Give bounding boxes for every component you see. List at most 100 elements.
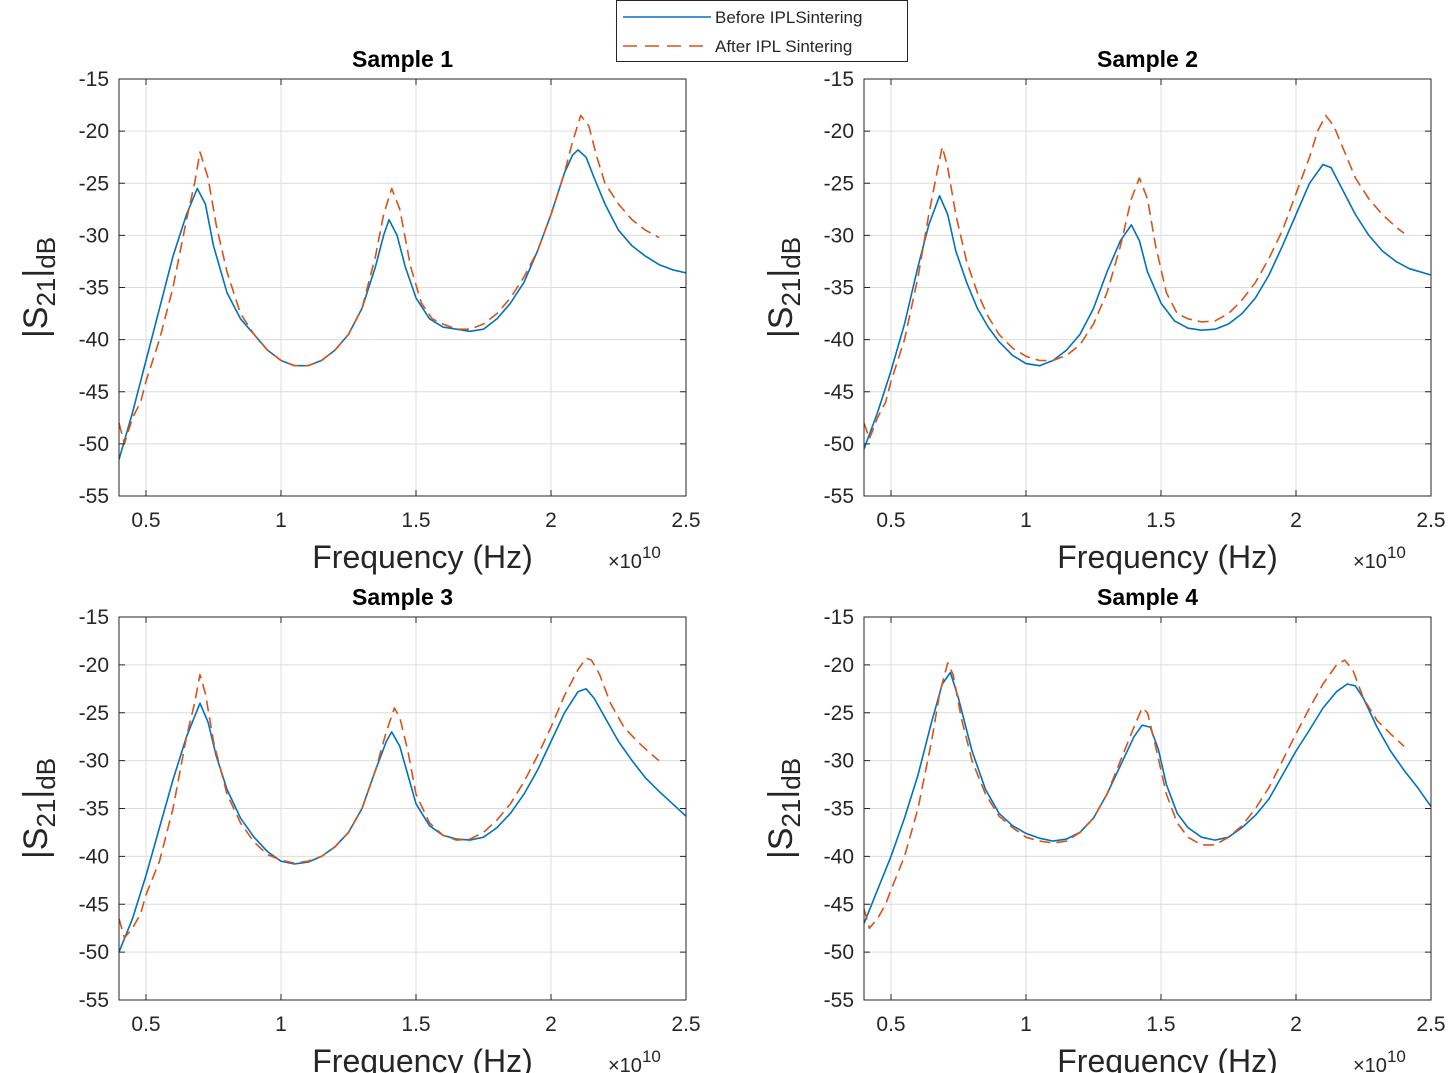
y-tick-label: -20 (824, 120, 854, 143)
y-tick-label: -30 (824, 750, 854, 773)
y-tick-label: -55 (79, 989, 109, 1012)
y-tick-label: -40 (824, 845, 854, 868)
y-tick-label: -35 (79, 798, 109, 821)
x-tick-label: 1 (1020, 509, 1032, 532)
x-tick-label: 1.5 (1146, 1013, 1175, 1036)
y-axis-label-main: |S (17, 828, 55, 860)
y-axis-label-main: |S (17, 307, 55, 339)
x-axis-label: Frequency (Hz) (1057, 539, 1278, 575)
x-tick-label: 2 (1290, 509, 1302, 532)
y-tick-label: -30 (79, 750, 109, 773)
y-tick-label: -40 (79, 329, 109, 352)
y-tick-label: -15 (824, 606, 854, 629)
y-tick-label: -55 (824, 989, 854, 1012)
y-tick-label: -55 (824, 485, 854, 508)
y-axis-label-unit: dB (31, 237, 61, 269)
x-exponent-label: ×1010 (1353, 543, 1406, 573)
x-tick-label: 2.5 (1416, 1013, 1445, 1036)
legend-line-after (623, 45, 711, 47)
y-tick-label: -50 (79, 433, 109, 456)
legend-entry-before: Before IPLSintering (617, 6, 907, 30)
y-tick-label: -45 (824, 893, 854, 916)
legend-label-before: Before IPLSintering (715, 8, 863, 27)
y-axis-label-bar: | (17, 269, 55, 278)
x-exponent-label: ×1010 (1353, 1047, 1406, 1073)
y-axis-label-bar: | (762, 269, 800, 278)
x-exponent-power: 10 (1387, 1047, 1406, 1066)
x-tick-label: 2.5 (671, 509, 700, 532)
x-exponent-power: 10 (642, 543, 661, 562)
x-tick-label: 2 (545, 1013, 557, 1036)
x-axis-label: Frequency (Hz) (312, 1043, 533, 1073)
y-axis-label: |S21|dB (762, 758, 806, 859)
x-tick-label: 0.5 (131, 509, 160, 532)
y-tick-label: -45 (79, 381, 109, 404)
series-line-before (863, 163, 1432, 450)
y-axis-label: |S21|dB (17, 237, 61, 338)
x-exponent-power: 10 (642, 1047, 661, 1066)
y-tick-label: -25 (79, 702, 109, 725)
series-line-after (863, 114, 1405, 440)
y-tick-label: -50 (824, 433, 854, 456)
x-tick-label: 1.5 (401, 1013, 430, 1036)
subplot-title: Sample 4 (1097, 584, 1198, 610)
y-axis-label-unit: dB (776, 237, 806, 269)
y-tick-label: -45 (79, 893, 109, 916)
y-tick-label: -20 (79, 120, 109, 143)
y-axis-label: |S21|dB (762, 237, 806, 338)
series-line-after (118, 657, 660, 939)
legend-entry-after: After IPL Sintering (617, 35, 907, 59)
x-tick-label: 2 (545, 509, 557, 532)
y-axis-label-bar: | (17, 790, 55, 799)
y-tick-label: -20 (824, 654, 854, 677)
y-tick-label: -35 (824, 798, 854, 821)
y-axis-label-sub: 21 (31, 278, 61, 307)
y-axis-label-unit: dB (31, 758, 61, 790)
y-tick-label: -15 (79, 606, 109, 629)
x-tick-label: 1 (275, 509, 287, 532)
y-tick-label: -20 (79, 654, 109, 677)
legend-line-before (623, 16, 711, 18)
x-axis-label: Frequency (Hz) (312, 539, 533, 575)
y-axis-label-sub: 21 (776, 799, 806, 828)
legend-label-after: After IPL Sintering (715, 37, 853, 56)
subplot-sample-2: 0.5 1 1.5 2 2.5 -15 -20 -25 -30 -35 -40 -45 -50 -55 Sa… (762, 46, 1446, 575)
y-tick-label: -30 (79, 224, 109, 247)
y-tick-label: -25 (824, 702, 854, 725)
y-tick-label: -35 (79, 277, 109, 300)
y-tick-label: -55 (79, 485, 109, 508)
subplot-sample-3: 0.5 1 1.5 2 2.5 -15 -20 -25 -30 -35 -40 -45 -50 -55 Sa… (17, 584, 701, 1073)
y-tick-label: -40 (79, 845, 109, 868)
y-axis-label-sub: 21 (776, 278, 806, 307)
y-tick-label: -50 (79, 941, 109, 964)
y-tick-label: -25 (824, 172, 854, 195)
x-exponent-label: ×1010 (608, 1047, 661, 1073)
subplot-title: Sample 1 (352, 46, 453, 72)
x-exponent-power: 10 (1387, 543, 1406, 562)
x-tick-label: 0.5 (876, 509, 905, 532)
y-tick-label: -45 (824, 381, 854, 404)
x-tick-label: 2.5 (671, 1013, 700, 1036)
y-tick-label: -50 (824, 941, 854, 964)
legend: Before IPLSintering After IPL Sintering (616, 0, 908, 62)
y-tick-label: -30 (824, 224, 854, 247)
subplot-sample-1: 0.5 1 1.5 2 2.5 -15 -20 -25 -30 -35 -40 -45 -50 -55 Sa… (17, 46, 701, 575)
y-tick-label: -15 (79, 68, 109, 91)
y-axis-label-main: |S (762, 307, 800, 339)
x-tick-label: 1.5 (401, 509, 430, 532)
x-tick-label: 1.5 (1146, 509, 1175, 532)
x-exponent-label: ×1010 (608, 543, 661, 573)
x-tick-label: 0.5 (131, 1013, 160, 1036)
x-tick-label: 1 (275, 1013, 287, 1036)
y-axis-label-main: |S (762, 828, 800, 860)
series-line-after (118, 114, 660, 445)
y-axis-label-bar: | (762, 790, 800, 799)
x-axis-label: Frequency (Hz) (1057, 1043, 1278, 1073)
subplot-title: Sample 3 (352, 584, 453, 610)
y-tick-label: -35 (824, 277, 854, 300)
y-tick-label: -25 (79, 172, 109, 195)
y-axis-label: |S21|dB (17, 758, 61, 859)
subplot-sample-4: 0.5 1 1.5 2 2.5 -15 -20 -25 -30 -35 -40 -45 -50 -55 Sa… (762, 584, 1446, 1073)
x-tick-label: 2.5 (1416, 509, 1445, 532)
